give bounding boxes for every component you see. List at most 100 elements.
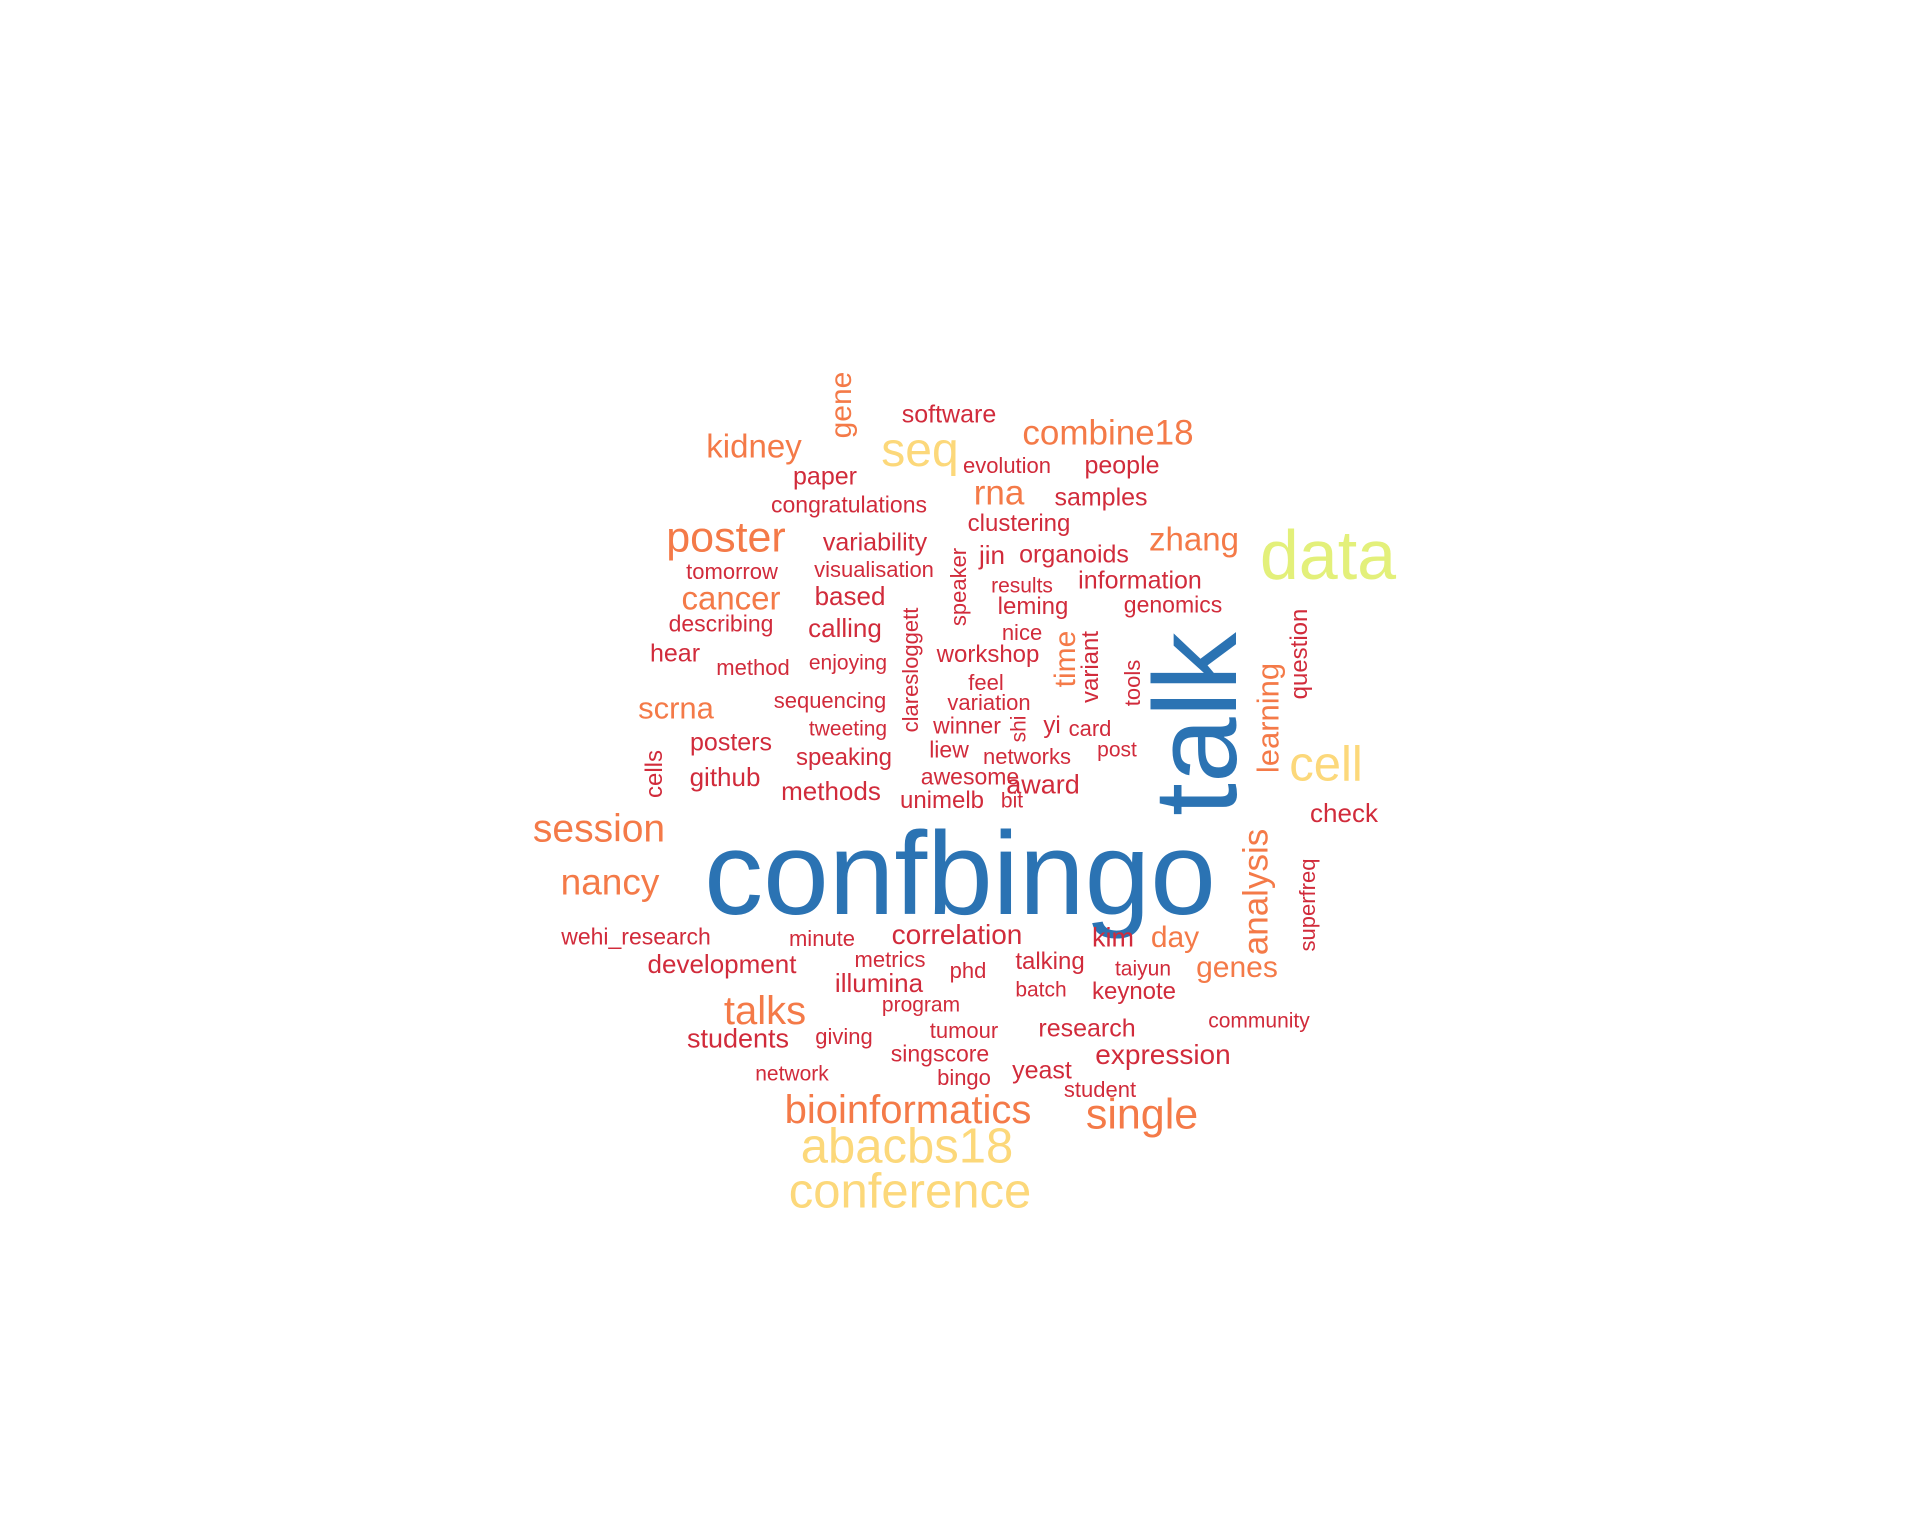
word-batch: batch (1015, 978, 1067, 1002)
word-unimelb: unimelb (899, 787, 985, 814)
word-organoids: organoids (1019, 540, 1129, 569)
word-evolution: evolution (962, 453, 1052, 478)
word-abacbs18: abacbs18 (800, 1119, 1014, 1174)
word-yi: yi (1043, 712, 1061, 739)
word-shi: shi (1007, 715, 1031, 743)
word-cell: cell (1289, 737, 1363, 792)
word-student: student (1063, 1077, 1137, 1102)
word-liew: liew (929, 736, 969, 763)
word-analysis: analysis (1236, 828, 1276, 956)
word-jin: jin (978, 540, 1006, 570)
word-feel: feel (968, 670, 1004, 695)
word-students: students (686, 1023, 790, 1054)
word-poster: poster (666, 513, 786, 562)
word-genes: genes (1196, 951, 1278, 984)
word-tweeting: tweeting (808, 717, 888, 741)
word-method: method (716, 655, 790, 680)
word-research: research (1038, 1014, 1136, 1043)
word-learning: learning (1250, 662, 1286, 774)
word-minute: minute (788, 926, 856, 951)
word-people: people (1084, 451, 1160, 480)
word-software: software (901, 400, 997, 429)
word-congratulations: congratulations (771, 491, 927, 518)
word-visualisation: visualisation (814, 557, 934, 582)
word-results: results (991, 574, 1053, 598)
word-development: development (647, 949, 797, 979)
word-clustering: clustering (967, 510, 1071, 537)
word-variant: variant (1077, 630, 1104, 704)
word-giving: giving (815, 1024, 873, 1049)
word-bingo: bingo (937, 1065, 991, 1090)
word-illumina: illumina (834, 968, 924, 998)
word-talks: talks (723, 989, 807, 1033)
word-sequencing: sequencing (773, 688, 887, 713)
word-enjoying: enjoying (808, 651, 888, 675)
word-singscore: singscore (890, 1040, 990, 1067)
word-speaker: speaker (946, 547, 971, 627)
word-question: question (1286, 608, 1313, 700)
word-variability: variability (822, 528, 928, 557)
word-hear: hear (649, 639, 701, 668)
word-describing: describing (668, 610, 774, 637)
word-kim: kim (1092, 922, 1134, 953)
word-zhang: zhang (1149, 520, 1239, 558)
word-talk: talk (1130, 632, 1262, 816)
word-expression: expression (1095, 1039, 1231, 1070)
word-winner: winner (933, 712, 1001, 739)
word-rna: rna (973, 473, 1025, 513)
word-day: day (1150, 921, 1200, 954)
word-award: award (1006, 769, 1080, 800)
word-nice: nice (1001, 620, 1043, 645)
word-single: single (1085, 1090, 1199, 1139)
word-bit: bit (1000, 789, 1024, 813)
word-genomics: genomics (1123, 591, 1223, 618)
word-post: post (1097, 738, 1137, 762)
word-community: community (1208, 1009, 1310, 1033)
word-program: program (881, 993, 961, 1017)
word-cancer: cancer (681, 579, 781, 617)
word-tomorrow: tomorrow (686, 559, 778, 584)
word-workshop: workshop (936, 641, 1040, 668)
word-data: data (1259, 516, 1397, 594)
word-session: session (532, 807, 666, 851)
word-seq: seq (881, 424, 959, 477)
word-kidney: kidney (706, 427, 802, 465)
word-calling: calling (808, 613, 882, 643)
word-tools: tools (1120, 659, 1145, 707)
word-metrics: metrics (854, 947, 926, 972)
word-github: github (689, 762, 761, 792)
word-cells: cells (641, 749, 668, 799)
word-claresloggett: claresloggett (898, 607, 923, 733)
word-leming: leming (997, 593, 1069, 620)
word-samples: samples (1054, 483, 1148, 512)
word-combine18: combine18 (1022, 413, 1194, 453)
word-scrna: scrna (638, 690, 714, 726)
word-conference: conference (788, 1164, 1032, 1219)
word-wehi-research: wehi_research (561, 923, 711, 950)
word-based: based (814, 581, 886, 611)
word-gene: gene (825, 371, 858, 439)
word-phd: phd (949, 958, 987, 983)
word-methods: methods (781, 776, 881, 806)
word-keynote: keynote (1091, 978, 1177, 1005)
word-tumour: tumour (929, 1018, 999, 1043)
word-speaking: speaking (795, 744, 893, 771)
word-networks: networks (982, 744, 1072, 769)
word-variation: variation (947, 690, 1031, 715)
word-correlation: correlation (891, 919, 1023, 950)
word-yeast: yeast (1012, 1056, 1072, 1085)
word-check: check (1310, 798, 1378, 828)
word-confbingo: confbingo (704, 808, 1216, 940)
word-network: network (755, 1062, 829, 1086)
word-awesome: awesome (920, 763, 1020, 790)
word-card: card (1068, 716, 1112, 741)
word-bioinformatics: bioinformatics (784, 1088, 1032, 1132)
word-nancy: nancy (560, 861, 660, 903)
word-taiyun: taiyun (1114, 957, 1172, 981)
word-talking: talking (1015, 948, 1085, 975)
word-posters: posters (690, 728, 772, 757)
word-superfreq: superfreq (1295, 858, 1320, 952)
word-information: information (1078, 566, 1202, 595)
word-paper: paper (793, 462, 857, 491)
